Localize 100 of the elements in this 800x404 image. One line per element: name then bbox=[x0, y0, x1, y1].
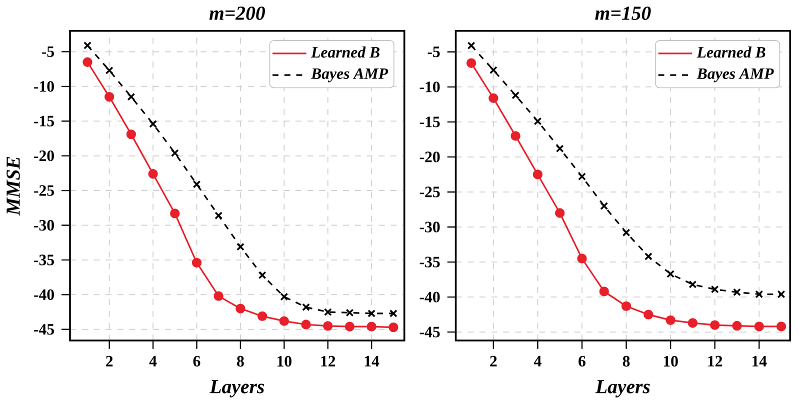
y-tick-label: -5 bbox=[42, 46, 54, 57]
x-tick-label: 14 bbox=[752, 356, 767, 366]
point bbox=[149, 120, 158, 128]
legend-label: Learned B bbox=[310, 46, 380, 58]
point bbox=[236, 304, 246, 314]
point bbox=[170, 149, 179, 158]
point bbox=[578, 172, 586, 181]
point bbox=[258, 271, 266, 280]
point bbox=[366, 322, 376, 332]
point bbox=[733, 288, 741, 296]
x-tick-label: 4 bbox=[534, 356, 542, 366]
point bbox=[621, 301, 632, 312]
point bbox=[127, 92, 136, 101]
point bbox=[600, 202, 608, 210]
point bbox=[214, 291, 224, 301]
point bbox=[710, 285, 719, 294]
x-axis-title: Layers bbox=[210, 380, 264, 398]
x-tick-label: 12 bbox=[321, 356, 336, 366]
y-tick-label: -40 bbox=[34, 289, 54, 300]
point bbox=[688, 318, 698, 328]
legend-label: Learned B bbox=[696, 46, 766, 58]
point bbox=[732, 320, 742, 331]
y-tick-label: -40 bbox=[420, 292, 440, 302]
y-axis-title: MMSE bbox=[6, 156, 20, 216]
point bbox=[755, 290, 764, 298]
x-tick-label: 12 bbox=[708, 356, 722, 366]
chart-title: m=200 bbox=[209, 6, 266, 20]
y-tick-label: -5 bbox=[428, 46, 440, 58]
point bbox=[324, 308, 332, 316]
x-tick-label: 10 bbox=[664, 356, 678, 367]
point bbox=[599, 286, 609, 296]
y-tick-label: -10 bbox=[420, 82, 440, 92]
point bbox=[467, 42, 476, 50]
point bbox=[510, 131, 520, 141]
point bbox=[644, 310, 654, 320]
point bbox=[622, 228, 630, 237]
x-axis-title: Layers bbox=[595, 380, 650, 398]
y-tick-label: -20 bbox=[420, 152, 440, 162]
y-tick-label: -20 bbox=[34, 150, 54, 162]
chart-title: m=150 bbox=[595, 6, 651, 20]
legend-label: Bayes AMP bbox=[696, 68, 774, 82]
point bbox=[126, 129, 136, 140]
y-tick-label: -45 bbox=[34, 324, 54, 335]
x-tick-label: 6 bbox=[578, 356, 586, 367]
point bbox=[280, 292, 288, 301]
point bbox=[556, 144, 564, 153]
y-tick-label: -25 bbox=[34, 185, 54, 196]
point bbox=[688, 280, 697, 288]
point bbox=[388, 322, 398, 332]
x-tick-label: 10 bbox=[278, 356, 292, 367]
legend-label: Bayes AMP bbox=[310, 68, 388, 82]
y-tick-label: -15 bbox=[420, 116, 440, 128]
point bbox=[710, 320, 720, 330]
point bbox=[104, 92, 114, 102]
x-tick-label: 2 bbox=[106, 356, 113, 366]
point bbox=[257, 311, 268, 322]
x-tick-label: 2 bbox=[490, 356, 497, 366]
point bbox=[666, 315, 676, 326]
y-tick-label: -30 bbox=[34, 220, 54, 231]
point bbox=[489, 66, 498, 74]
point bbox=[279, 316, 289, 326]
y-tick-label: -30 bbox=[420, 222, 440, 232]
x-tick-label: 8 bbox=[622, 356, 630, 367]
point bbox=[192, 180, 201, 188]
point bbox=[236, 242, 244, 251]
point bbox=[192, 258, 202, 268]
point bbox=[368, 309, 376, 318]
point bbox=[488, 93, 498, 103]
point bbox=[84, 41, 92, 50]
point bbox=[754, 322, 764, 332]
point bbox=[666, 270, 675, 278]
point bbox=[466, 58, 476, 68]
point bbox=[148, 169, 158, 179]
point bbox=[346, 308, 354, 317]
point bbox=[512, 91, 520, 100]
point bbox=[105, 66, 114, 74]
point bbox=[554, 208, 565, 218]
point bbox=[323, 321, 333, 331]
point bbox=[644, 252, 652, 260]
point bbox=[344, 322, 355, 332]
point bbox=[301, 320, 311, 330]
point bbox=[577, 254, 587, 264]
point bbox=[532, 170, 543, 180]
y-tick-label: -35 bbox=[420, 256, 440, 268]
x-tick-label: 14 bbox=[364, 356, 380, 366]
point bbox=[777, 290, 786, 298]
point bbox=[170, 208, 180, 218]
y-tick-label: -25 bbox=[420, 186, 440, 198]
point bbox=[82, 57, 92, 67]
y-tick-label: -10 bbox=[34, 81, 54, 92]
point bbox=[534, 117, 542, 126]
x-tick-label: 8 bbox=[237, 356, 244, 367]
point bbox=[389, 309, 398, 318]
point bbox=[302, 303, 310, 312]
y-tick-label: -15 bbox=[34, 116, 54, 126]
y-tick-label: -45 bbox=[420, 326, 440, 338]
point bbox=[776, 322, 786, 332]
y-tick-label: -35 bbox=[34, 254, 54, 266]
x-tick-label: 6 bbox=[193, 356, 200, 367]
point bbox=[214, 212, 223, 220]
